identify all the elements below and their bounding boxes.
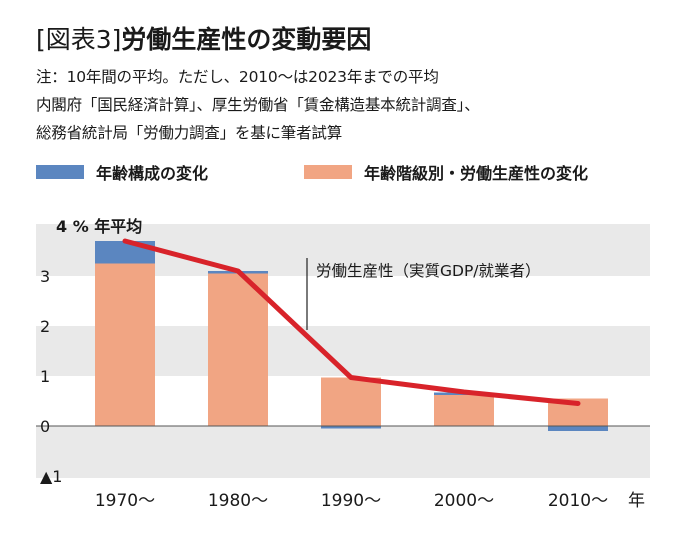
grid-band: [36, 426, 650, 478]
figure-number: [図表3]: [36, 25, 122, 54]
x-tick-label: 2000～: [434, 491, 494, 511]
figure-title: [図表3]労働生産性の変動要因: [36, 20, 371, 56]
y-tick-label: ▲1: [40, 467, 62, 486]
y-tick-label: 1: [40, 367, 50, 386]
bar-age-composition: [321, 426, 381, 429]
note-line-3: 総務省統計局「労働力調査」を基に筆者試算: [36, 124, 343, 142]
legend-item-age-composition: 年齢構成の変化: [36, 160, 208, 184]
x-tick-labels: 1970～ 1980～ 1990～ 2000～ 2010～: [95, 491, 608, 511]
x-tick-label: 1980～: [208, 491, 268, 511]
legend-swatch-age-class-productivity: [304, 165, 352, 179]
bar-age-class-productivity: [208, 273, 268, 426]
bar-age-composition: [548, 426, 608, 431]
productivity-line: [122, 238, 581, 406]
legend-swatch-age-composition: [36, 165, 84, 179]
note-line-2: 内閣府「国民経済計算」、厚生労働省「賃金構造基本統計調査」、: [36, 96, 480, 114]
figure-title-text: 労働生産性の変動要因: [121, 25, 372, 54]
line-annotation: 労働生産性（実質GDP/就業者）: [316, 262, 541, 280]
bar-age-class-productivity: [321, 377, 381, 426]
x-tick-label: 1990～: [321, 491, 381, 511]
y-tick-label: 2: [40, 317, 50, 336]
y-tick-labels: 3 2 1 0 ▲1: [40, 267, 62, 486]
note-line-1: 注：10年間の平均。ただし、2010～は2023年までの平均: [36, 68, 439, 86]
legend-item-age-class-productivity: 年齢階級別・労働生産性の変化: [304, 160, 588, 184]
y-axis-unit-label: 4 % 年平均: [56, 217, 142, 236]
legend: 年齢構成の変化 年齢階級別・労働生産性の変化: [36, 160, 656, 184]
bar-age-class-productivity: [434, 395, 494, 426]
x-tick-label: 2010～: [548, 491, 608, 511]
legend-label-age-class-productivity: 年齢階級別・労働生産性の変化: [364, 164, 589, 183]
y-tick-label: 0: [40, 417, 50, 436]
y-tick-label: 3: [40, 267, 50, 286]
bar-age-class-productivity: [95, 263, 155, 426]
x-tick-label: 1970～: [95, 491, 155, 511]
legend-label-age-composition: 年齢構成の変化: [96, 164, 209, 183]
x-axis-unit-label: 年: [628, 491, 645, 511]
